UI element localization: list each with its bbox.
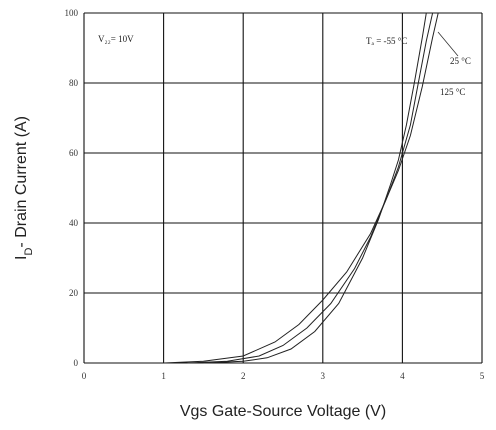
x-tick-label: 0 <box>82 371 87 381</box>
y-tick-label: 20 <box>69 288 79 298</box>
grid <box>83 12 483 364</box>
y-axis-title-sub: D <box>23 248 35 256</box>
x-tick-label: 4 <box>400 371 405 381</box>
y-axis-title-main: I <box>13 256 30 260</box>
x-tick-label: 2 <box>241 371 246 381</box>
condition-label: V₂₂= 10V <box>98 34 134 44</box>
y-tick-label: 60 <box>69 148 79 158</box>
temp-25-pointer <box>437 31 459 57</box>
y-tick-label: 100 <box>65 8 79 18</box>
tick-labels: 0 1 2 3 4 5 0 20 40 60 80 100 <box>65 8 485 381</box>
y-axis-title: ID- Drain Current (A) <box>13 116 35 260</box>
x-tick-label: 5 <box>480 371 485 381</box>
y-tick-label: 0 <box>74 358 79 368</box>
series-line-0 <box>203 12 427 364</box>
temp-125-label: 125 °C <box>440 87 465 97</box>
temp-minus55-label: Tₐ = -55 °C <box>366 36 407 46</box>
temp-25-label: 25 °C <box>450 56 471 66</box>
y-tick-label: 80 <box>69 78 79 88</box>
y-axis-title-rest: - Drain Current (A) <box>13 116 30 248</box>
series-line-1 <box>187 12 434 364</box>
x-tick-label: 1 <box>161 371 166 381</box>
x-tick-label: 3 <box>321 371 326 381</box>
x-axis-title: Vgs Gate-Source Voltage (V) <box>180 403 386 420</box>
y-tick-label: 40 <box>69 218 79 228</box>
curves <box>163 12 439 364</box>
series-line-2 <box>163 12 439 364</box>
